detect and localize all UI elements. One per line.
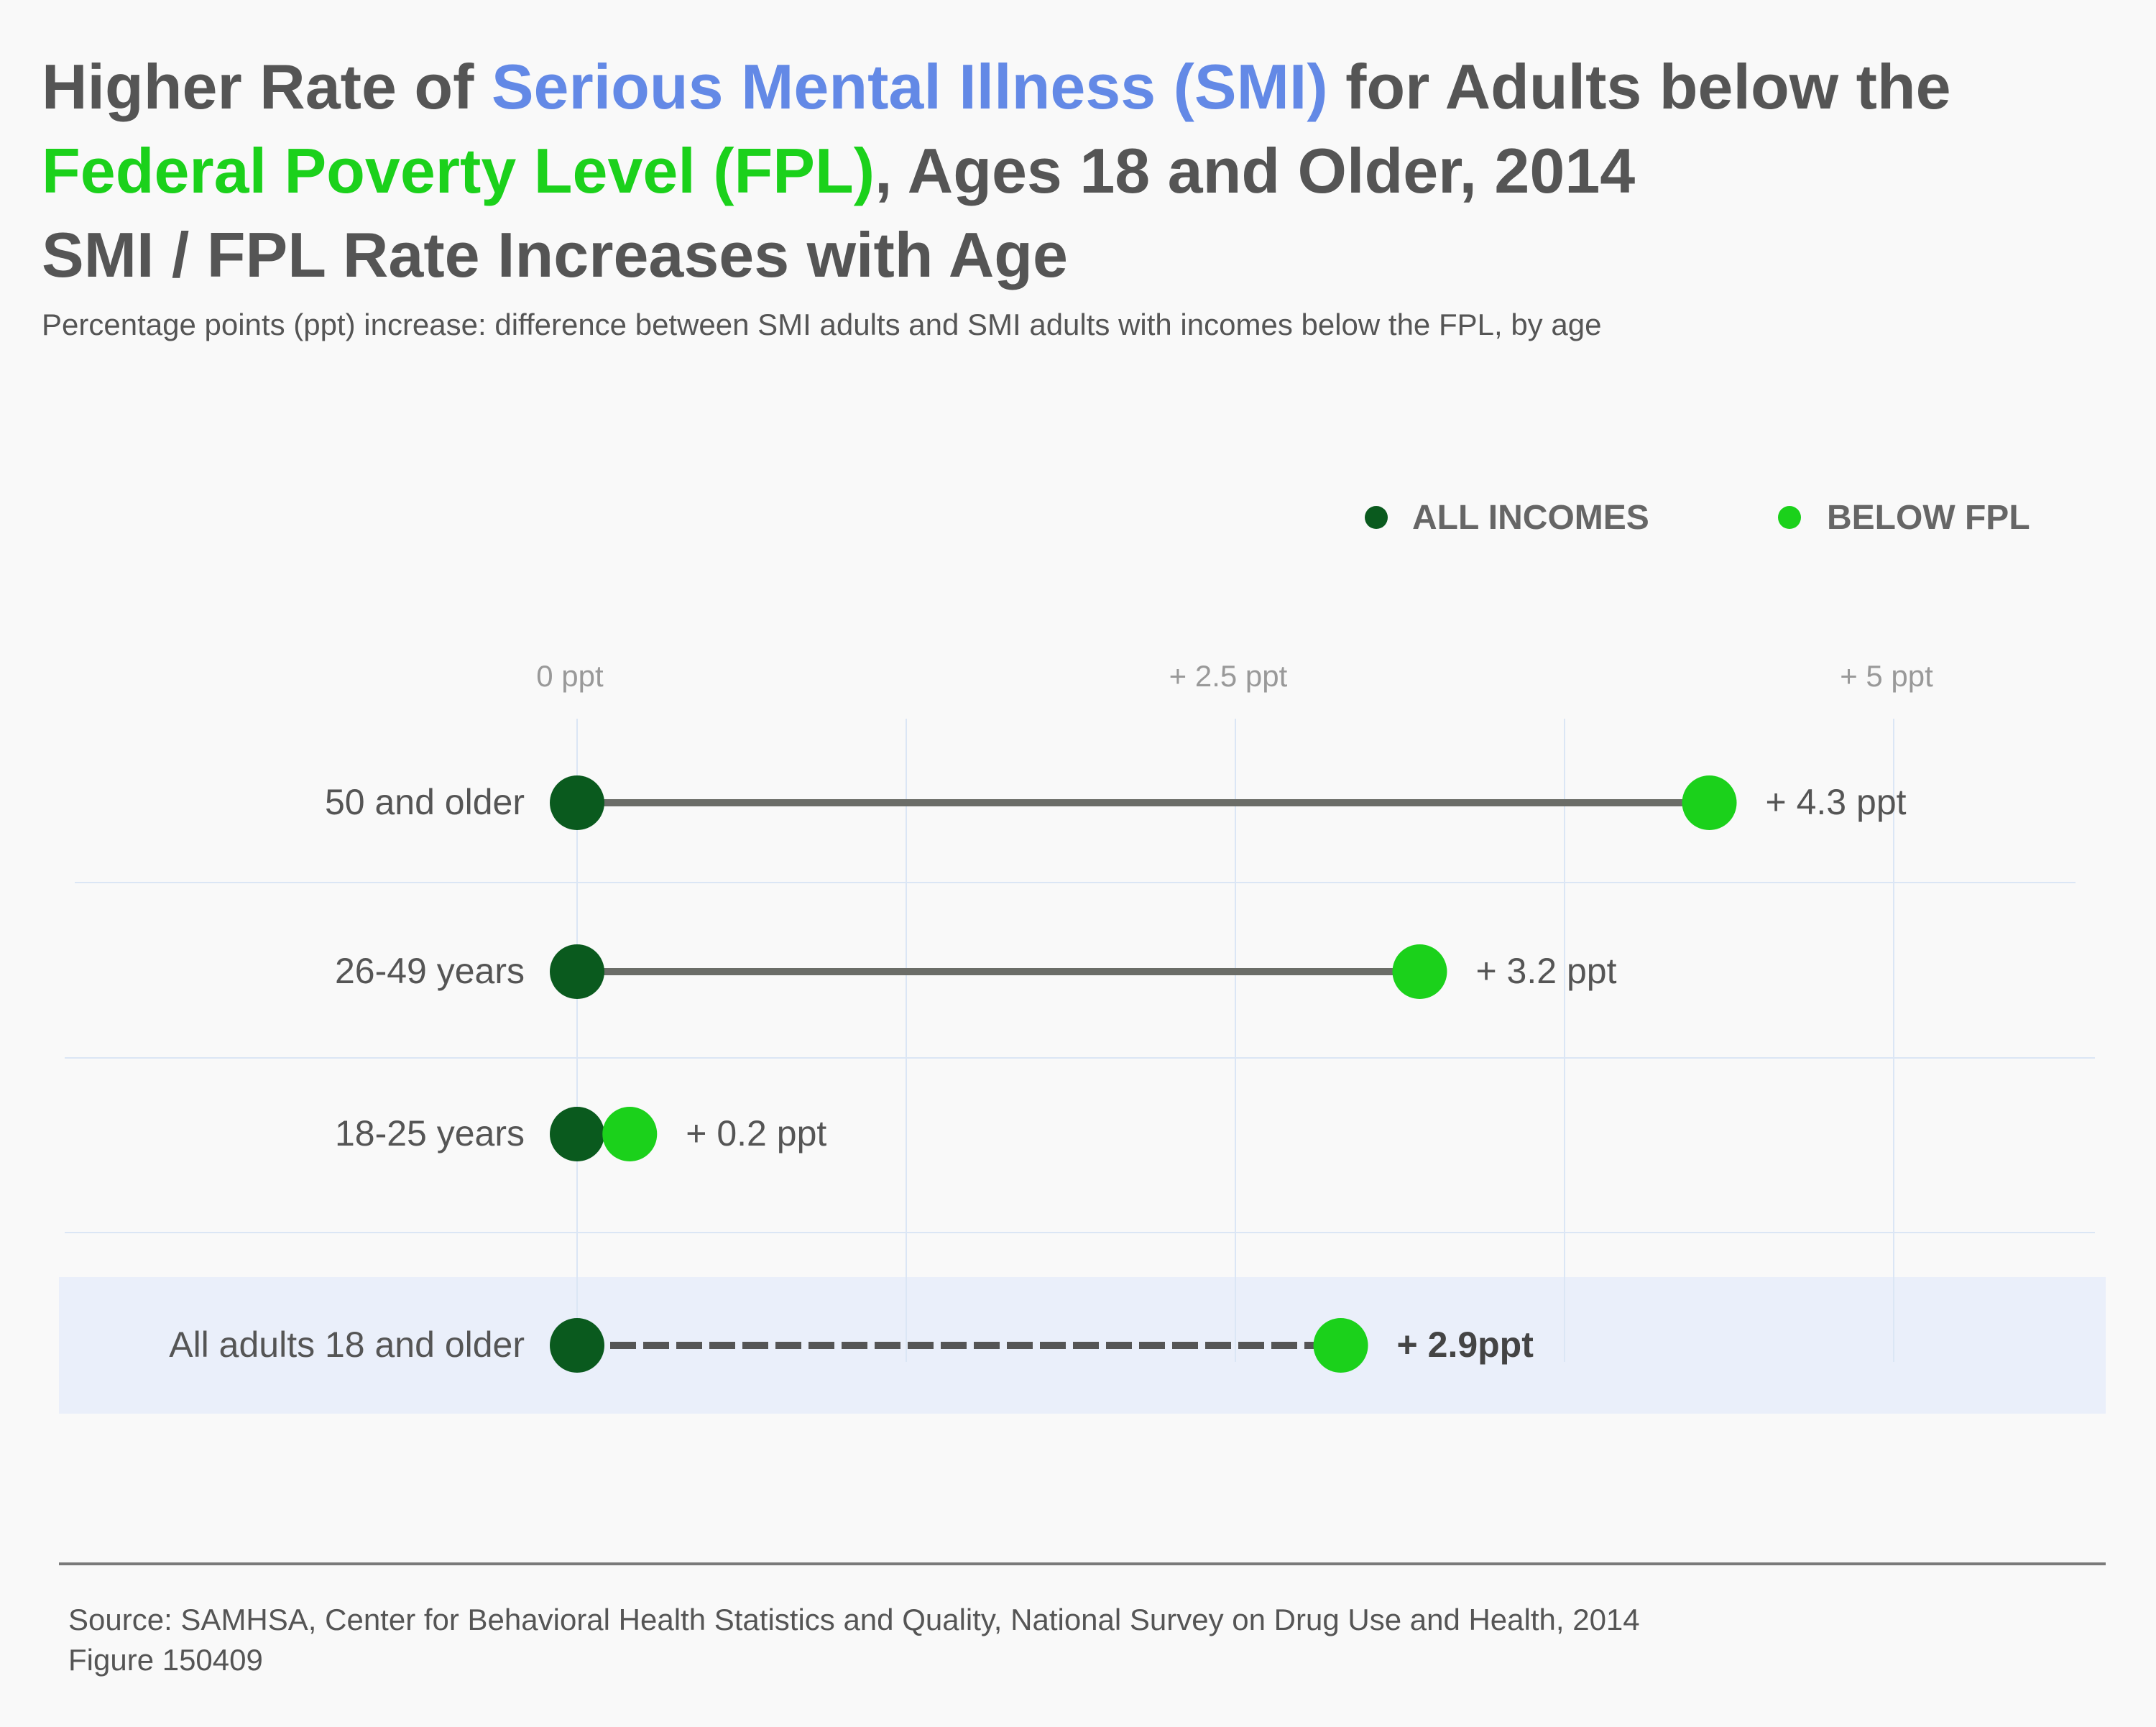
data-label: + 3.2 ppt	[1475, 951, 1616, 991]
title-text: Higher Rate of	[42, 51, 492, 122]
row-category-label: 26-49 years	[335, 951, 525, 991]
source-line: Source: SAMHSA, Center for Behavioral He…	[68, 1603, 1640, 1636]
legend-label: ALL INCOMES	[1412, 499, 1649, 537]
title-line-2: Federal Poverty Level (FPL), Ages 18 and…	[42, 129, 2126, 213]
title-smi-highlight: Serious Mental Illness (SMI)	[491, 51, 1328, 122]
title-line-1: Higher Rate of Serious Mental Illness (S…	[42, 45, 2126, 129]
below-fpl-dot	[602, 1107, 658, 1161]
x-tick-label: + 2.5 ppt	[1169, 659, 1288, 693]
below-fpl-dot	[1392, 944, 1447, 999]
all-incomes-dot	[550, 944, 604, 999]
chart-title: Higher Rate of Serious Mental Illness (S…	[42, 45, 2126, 297]
row-category-label: 50 and older	[325, 782, 525, 822]
dumbbell-chart: 0 ppt + 2.5 ppt + 5 ppt ALL INCOMES BELOW FP…	[59, 499, 2106, 1414]
row-category-label: 18-25 years	[335, 1113, 525, 1153]
title-line-3: SMI / FPL Rate Increases with Age	[42, 219, 1068, 290]
footer-divider	[59, 1562, 2106, 1565]
source-note: Source: SAMHSA, Center for Behavioral He…	[68, 1600, 1640, 1680]
chart-subtitle: Percentage points (ppt) increase: differ…	[42, 308, 1602, 341]
legend-marker	[1778, 506, 1801, 529]
legend-marker	[1365, 506, 1388, 529]
all-incomes-dot	[550, 1107, 604, 1161]
title-text: for Adults below the	[1327, 51, 1951, 122]
title-fpl-highlight: Federal Poverty Level (FPL)	[42, 135, 875, 206]
figure-number: Figure 150409	[68, 1643, 263, 1677]
title-text: , Ages 18 and Older, 2014	[875, 135, 1636, 206]
data-label: + 2.9ppt	[1397, 1325, 1534, 1365]
data-label: + 4.3 ppt	[1766, 782, 1907, 822]
data-label: + 0.2 ppt	[686, 1113, 826, 1153]
legend-label: BELOW FPL	[1827, 499, 2030, 537]
x-tick-label: + 5 ppt	[1840, 659, 1933, 693]
x-tick-label: 0 ppt	[536, 659, 604, 693]
row-category-label: All adults 18 and older	[169, 1325, 525, 1365]
all-incomes-dot	[550, 775, 604, 830]
all-incomes-dot	[550, 1318, 604, 1373]
below-fpl-dot	[1682, 775, 1737, 830]
below-fpl-dot	[1313, 1318, 1368, 1373]
